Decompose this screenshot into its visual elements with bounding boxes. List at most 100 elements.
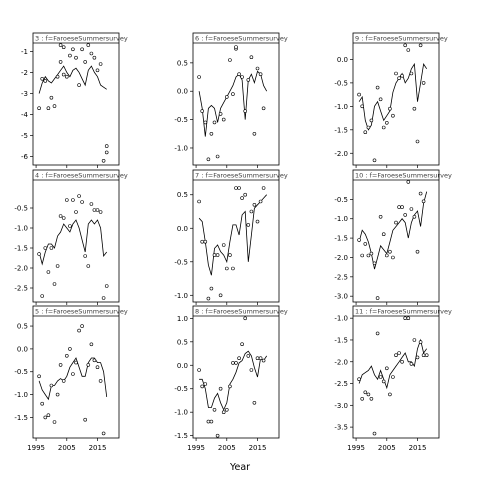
observation-point — [43, 415, 48, 420]
y-tick-label: -0.5 — [174, 116, 188, 124]
panel-strip-label: 4 : f=FaroeseSummersurvey — [35, 172, 128, 180]
observation-point — [403, 316, 408, 321]
observation-point — [49, 383, 54, 388]
panel-frame — [352, 32, 440, 166]
y-tick-label: -2.0 — [334, 358, 348, 366]
observation-point — [409, 207, 414, 211]
panel-8: 8 : f=FaroeseSummersurvey -1.5 -1.0 -0.5 0.0… — [174, 305, 288, 452]
observation-point — [237, 72, 241, 76]
y-tick-label: 0.0 — [177, 88, 188, 96]
observation-point — [228, 58, 232, 62]
observation-point — [40, 77, 45, 81]
observation-point — [71, 372, 75, 376]
observation-point — [246, 78, 251, 82]
panel-frame — [192, 169, 280, 303]
observation-point — [255, 66, 260, 71]
observation-point — [421, 199, 426, 204]
y-tick-label: 0.5 — [17, 323, 28, 331]
observation-point — [372, 261, 377, 266]
observation-point — [98, 379, 103, 383]
observation-point — [415, 249, 420, 254]
y-tick-label: -1 — [21, 48, 28, 56]
observation-point — [234, 186, 238, 190]
observation-point — [206, 419, 211, 424]
observation-point — [400, 359, 404, 364]
observation-point — [261, 186, 266, 190]
observation-point — [37, 374, 41, 379]
observation-point — [249, 368, 254, 372]
observation-point — [357, 92, 361, 97]
observation-point — [409, 362, 414, 366]
observation-point — [92, 208, 97, 212]
y-tick-label: -0.5 — [174, 258, 188, 266]
observation-point — [360, 396, 365, 401]
y-tick-label: -5 — [21, 132, 28, 140]
panel-strip-label: 10 : f=FaroeseSummersurvey — [355, 172, 452, 180]
y-tick-label: -1.0 — [174, 409, 188, 417]
observation-point — [418, 340, 423, 344]
observation-point — [391, 113, 395, 118]
y-tick-label: -1.0 — [174, 292, 188, 300]
observation-point — [357, 238, 361, 242]
observation-point — [95, 208, 100, 212]
observation-point — [209, 419, 214, 424]
x-tick-label: 1995 — [27, 444, 45, 452]
observation-point — [246, 354, 251, 358]
y-tick-label: -3.0 — [334, 293, 348, 301]
observation-point — [372, 158, 377, 163]
panel-6: 10 : f=FaroeseSummersurvey -3.0 -2.5 -2.0 -1… — [334, 169, 452, 305]
observation-point — [366, 253, 371, 258]
observation-point — [412, 338, 417, 342]
panel-strip-label: 6 : f=FaroeseSummersurvey — [195, 35, 288, 43]
observation-point — [381, 379, 386, 384]
observation-point — [206, 296, 211, 301]
panel-frame — [352, 305, 440, 439]
observation-point — [221, 243, 226, 247]
observation-point — [52, 104, 57, 108]
y-tick-label: -3.0 — [334, 402, 348, 410]
y-tick-label: 0.0 — [337, 56, 348, 64]
observation-point — [212, 120, 217, 125]
observation-point — [375, 85, 380, 90]
observation-point — [49, 95, 54, 100]
observation-point — [412, 106, 417, 111]
y-tick-label: -1.0 — [334, 315, 348, 323]
observation-point — [197, 368, 201, 372]
y-tick-label: -2.5 — [14, 285, 28, 293]
y-tick-label: -0.5 — [334, 196, 348, 204]
y-tick-label: -4 — [21, 111, 29, 119]
panel-strip-label: 8 : f=FaroeseSummersurvey — [195, 308, 288, 316]
observation-point — [249, 209, 254, 214]
y-tick-label: -1.5 — [334, 126, 348, 134]
fitted-line — [198, 194, 267, 276]
observation-point — [52, 282, 57, 286]
observation-point — [197, 75, 201, 79]
observation-point — [98, 62, 103, 66]
y-tick-label: -3.5 — [334, 424, 348, 432]
observation-point — [55, 74, 60, 79]
y-tick-label: 0.5 — [177, 338, 188, 346]
observation-point — [98, 210, 103, 214]
observation-point — [37, 252, 41, 256]
fitted-line — [358, 62, 428, 131]
x-axis-title: Year — [229, 462, 250, 473]
observation-point — [258, 356, 263, 361]
observation-point — [360, 104, 365, 109]
y-tick-label: -6 — [21, 153, 29, 161]
observation-point — [252, 203, 257, 207]
observation-point — [255, 219, 260, 224]
observation-point — [394, 353, 398, 358]
observation-point — [218, 293, 223, 298]
observation-point — [418, 43, 423, 48]
panel-strip-label: 7 : f=FaroeseSummersurvey — [195, 172, 288, 180]
y-tick-label: -1.5 — [334, 235, 348, 243]
observation-point — [68, 224, 72, 228]
observation-point — [86, 43, 91, 47]
y-tick-label: -2.0 — [14, 265, 28, 273]
observation-point — [80, 47, 84, 52]
y-tick-label: -1.5 — [14, 414, 28, 422]
y-tick-label: -3 — [21, 90, 28, 98]
panel-strip-label: 9 : f=FaroeseSummersurvey — [355, 35, 448, 43]
observation-point — [61, 379, 66, 383]
y-tick-label: 0.0 — [17, 345, 28, 353]
